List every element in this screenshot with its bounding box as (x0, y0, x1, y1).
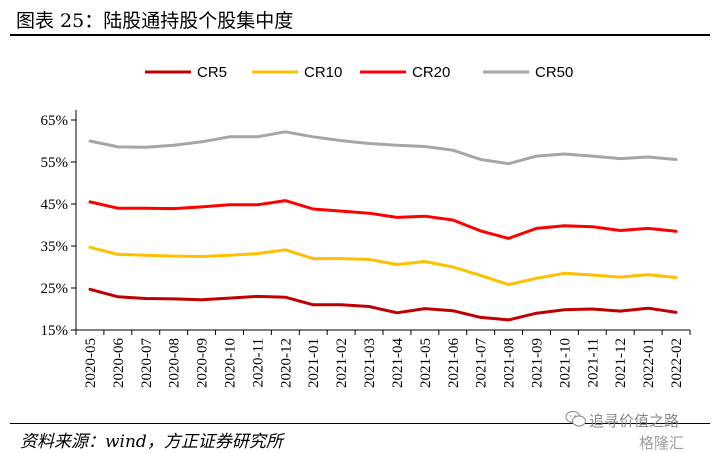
source-rule (10, 423, 710, 424)
x-tick-label: 2022-01 (641, 338, 657, 388)
x-tick-label: 2021-03 (362, 338, 378, 388)
x-tick-label: 2021-05 (418, 338, 434, 388)
x-tick-label: 2021-10 (557, 338, 573, 388)
y-tick-label: 15% (41, 323, 69, 339)
source-note: 资料来源：wind，方正证券研究所 (20, 432, 283, 452)
x-tick-label: 2020-10 (223, 338, 239, 388)
wechat-icon (565, 410, 587, 427)
legend-label-cr5: CR5 (197, 64, 227, 81)
y-tick-label: 55% (41, 155, 69, 171)
y-tick-label: 65% (41, 113, 69, 129)
legend-label-cr10: CR10 (304, 64, 342, 81)
x-tick-label: 2021-06 (446, 338, 462, 388)
x-tick-label: 2021-04 (390, 338, 406, 388)
x-tick-label: 2021-02 (334, 338, 350, 388)
x-tick-label: 2021-01 (306, 338, 322, 388)
series-line-cr10 (88, 245, 678, 287)
series-line-cr50 (88, 130, 678, 166)
axes: 15% 25% 35% 45% 55% 65% 2020-05 2020-06 2020-07 2… (41, 110, 691, 388)
x-tick-label: 2021-11 (585, 338, 601, 387)
x-tick-label: 2021-09 (530, 338, 546, 388)
legend-label-cr20: CR20 (412, 64, 450, 81)
x-tick-label: 2021-08 (502, 338, 518, 388)
x-tick-label: 2021-07 (474, 338, 490, 388)
y-tick-label: 35% (41, 239, 69, 255)
x-tick-label: 2020-09 (195, 338, 211, 388)
x-tick-label: 2020-11 (250, 338, 266, 387)
watermark: 追寻价值之路 格隆汇 (565, 408, 715, 452)
x-tick-label: 2020-08 (167, 338, 183, 388)
legend: CR5 CR10 CR20 CR50 (145, 64, 573, 81)
x-tick-label: 2020-06 (111, 338, 127, 388)
x-tick-label: 2022-02 (669, 338, 685, 388)
watermark-brand: 格隆汇 (639, 434, 685, 452)
series-lines (88, 130, 678, 322)
figure-title: 图表 25：陆股通持股个股集中度 (16, 10, 294, 32)
y-tick-label: 25% (41, 281, 69, 297)
series-line-cr5 (88, 287, 678, 322)
legend-label-cr50: CR50 (535, 64, 573, 81)
title-rule (10, 34, 710, 36)
x-tick-label: 2020-07 (139, 338, 155, 388)
y-tick-label: 45% (41, 197, 69, 213)
x-tick-label: 2021-12 (613, 338, 629, 388)
series-line-cr20 (88, 199, 678, 240)
watermark-text: 追寻价值之路 (589, 412, 680, 430)
x-tick-label: 2020-12 (278, 338, 294, 388)
x-tick-label: 2020-05 (83, 338, 99, 388)
